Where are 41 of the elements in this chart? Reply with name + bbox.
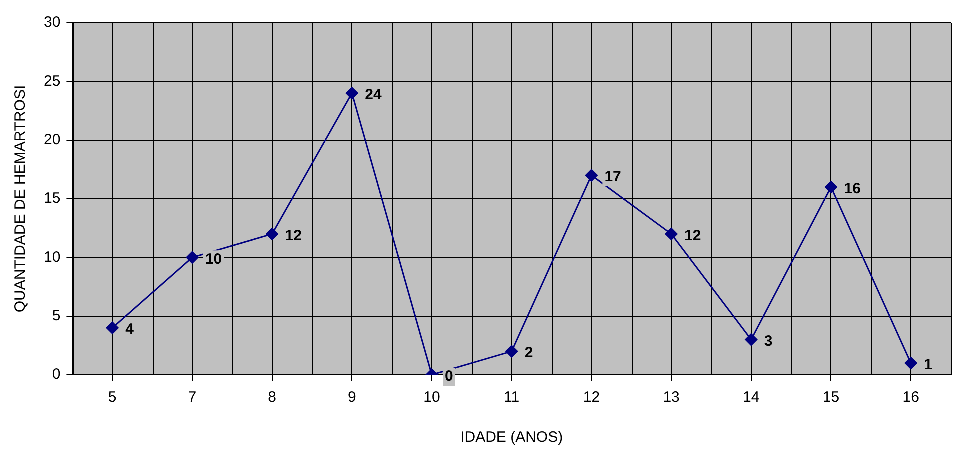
x-tick-label: 15: [822, 389, 840, 406]
data-label: 2: [524, 344, 534, 362]
y-tick-label: 30: [44, 14, 61, 32]
y-axis-title: QUANTIDADE DE HEMARTROSI: [12, 85, 30, 313]
x-tick-label: 16: [902, 389, 920, 406]
point: [824, 181, 838, 194]
data-label: 17: [604, 168, 622, 186]
data-label: 24: [365, 86, 382, 104]
point: [745, 334, 758, 346]
data-label: 1: [924, 356, 932, 374]
y-tick-label: 10: [44, 248, 61, 266]
data-label: 16: [844, 180, 861, 198]
x-tick-label: 11: [504, 389, 520, 406]
data-label: 3: [764, 332, 773, 350]
point: [665, 228, 678, 240]
point: [904, 357, 918, 370]
point: [346, 87, 358, 100]
point: [506, 345, 518, 358]
y-tick-label: 5: [52, 307, 61, 324]
x-tick-label: 5: [108, 389, 117, 406]
y-tick-label: 15: [44, 190, 61, 208]
x-tick-label: 13: [663, 389, 680, 406]
x-tick-label: 8: [268, 389, 276, 406]
x-tick-label: 7: [188, 389, 197, 406]
data-label: 10: [205, 250, 222, 268]
data-label: 12: [285, 227, 302, 244]
x-axis-title: IDADE (ANOS): [460, 429, 564, 446]
y-tick-label: 25: [44, 72, 61, 90]
point: [266, 228, 279, 240]
y-tick-label: 20: [44, 131, 61, 148]
y-tick-label: 0: [52, 366, 61, 384]
x-tick-label: 12: [583, 389, 600, 406]
data-label: 0: [444, 368, 454, 386]
point: [106, 322, 119, 334]
point: [585, 169, 598, 182]
data-label: 12: [684, 227, 702, 244]
x-tick-label: 9: [348, 389, 356, 406]
x-tick-label: 10: [424, 389, 440, 406]
x-tick-label: 14: [743, 389, 760, 406]
data-label: 4: [126, 321, 135, 338]
point: [186, 251, 199, 264]
